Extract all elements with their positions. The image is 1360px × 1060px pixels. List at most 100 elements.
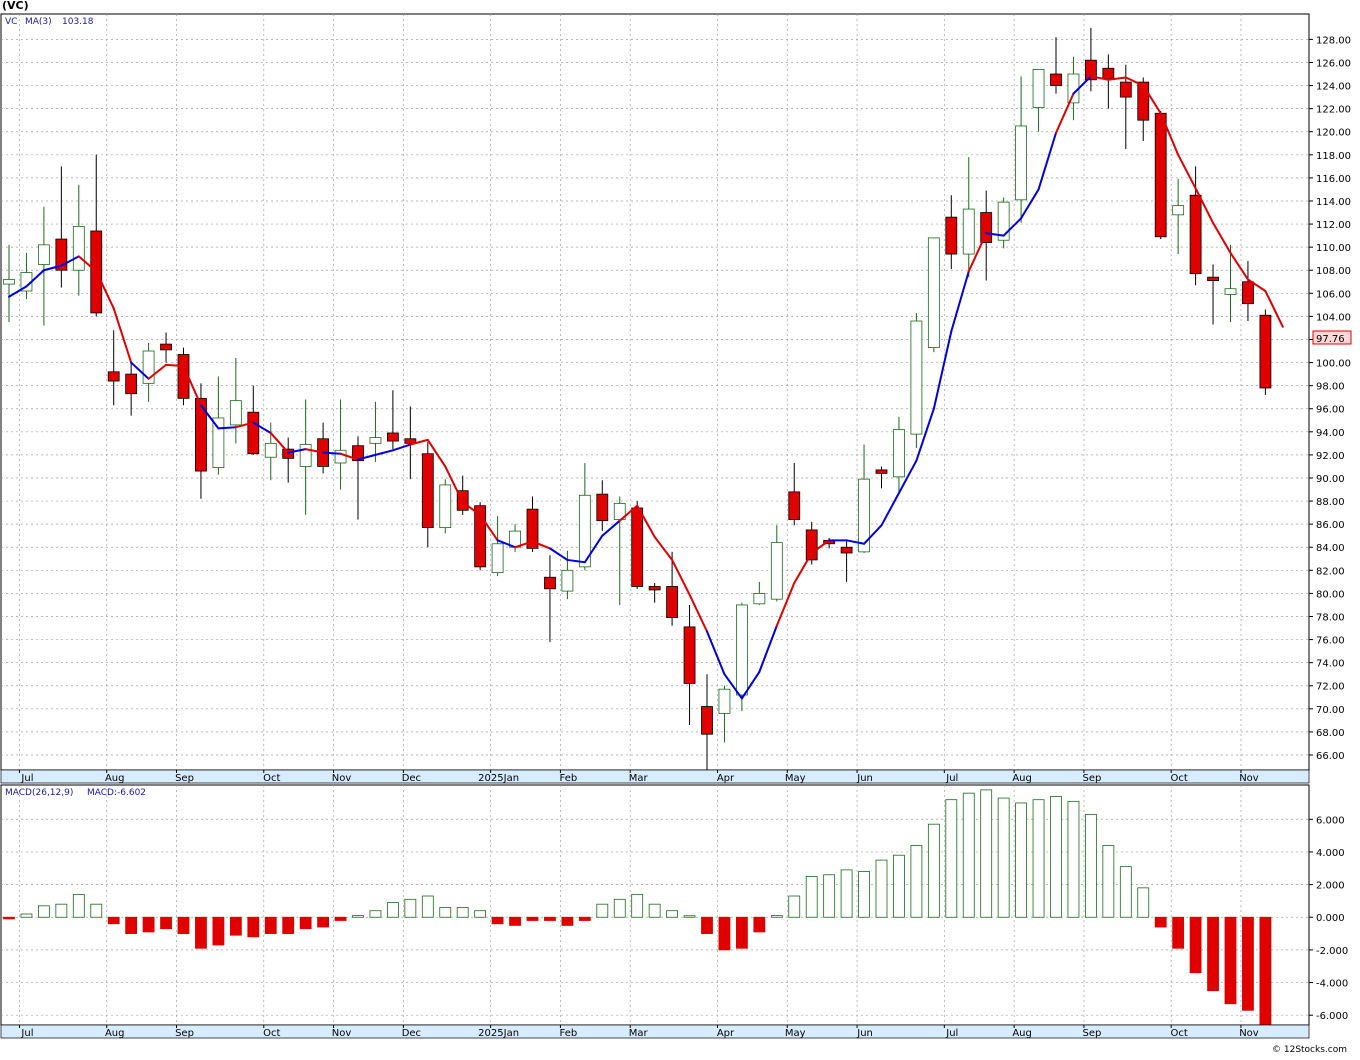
price-y-label: 106.00 (1316, 289, 1351, 300)
macd-bar-negative (491, 916, 504, 925)
price-y-label: 100.00 (1316, 359, 1351, 370)
ma3-segment (601, 519, 621, 537)
macd-bar-positive (1102, 845, 1115, 918)
candle-up (229, 400, 242, 426)
macd-bar-positive (1050, 796, 1062, 918)
ma3-segment (60, 255, 80, 267)
macd-bar-positive (910, 845, 923, 918)
candle-down (648, 586, 661, 591)
macd-bar-negative (317, 916, 330, 928)
month-label: Nov (1239, 773, 1259, 784)
candle-down (805, 529, 818, 561)
ma3-segment (723, 673, 743, 700)
price-y-label: 80.00 (1316, 589, 1345, 600)
macd-bar-negative (177, 916, 190, 934)
month-label: Aug (105, 1028, 125, 1039)
ma3-segment (1142, 84, 1162, 115)
ma3-segment (426, 438, 447, 468)
macd-bar-positive (893, 854, 905, 918)
macd-bar-positive (997, 797, 1010, 918)
month-label: Apr (717, 773, 735, 784)
last-price-tag-box (1312, 330, 1352, 345)
ma3-segment (548, 547, 569, 561)
ma3-segment (1177, 153, 1197, 190)
ma3-segment (182, 365, 202, 407)
candle-up (893, 429, 905, 478)
candle-down (1242, 281, 1254, 305)
candle-down (386, 432, 399, 442)
macd-y-label: -2.000 (1316, 946, 1348, 957)
month-label: Feb (560, 1028, 578, 1039)
price-y-label: 118.00 (1316, 151, 1351, 162)
candle-down (1050, 73, 1062, 86)
candle-up (770, 542, 783, 600)
ma-legend-value: 103.18 (62, 17, 94, 27)
macd-bar-negative (753, 916, 766, 933)
candle-down (788, 491, 801, 520)
ma3-segment (967, 232, 988, 273)
candle-down (631, 507, 644, 587)
candle-down (1154, 112, 1167, 238)
ma3-segment (793, 552, 813, 585)
ma3-segment (1072, 75, 1092, 95)
price-y-label: 94.00 (1316, 428, 1345, 439)
macd-bar-negative (212, 916, 225, 946)
ma3-segment (304, 448, 325, 454)
month-label: Dec (402, 773, 421, 784)
ma3-segment (740, 670, 761, 700)
candle-down (1119, 81, 1132, 98)
macd-bar-positive (805, 876, 818, 918)
macd-y-label: -6.000 (1316, 1011, 1348, 1022)
ma3-segment (1107, 76, 1127, 81)
macd-bar-positive (1119, 866, 1132, 918)
macd-bar-positive (404, 898, 417, 918)
month-label: Nov (1239, 1028, 1259, 1039)
macd-bar-positive (840, 869, 853, 918)
macd-bar-positive (421, 895, 434, 918)
ma3-segment (479, 513, 499, 542)
candle-up (910, 320, 923, 435)
ma3-segment (496, 539, 517, 549)
price-y-frame (0, 13, 1310, 771)
candle-up (299, 444, 312, 467)
macd-bar-negative (125, 916, 138, 934)
month-label: Jul (945, 773, 958, 784)
macd-y-label: -4.000 (1316, 979, 1348, 990)
candle-up (142, 350, 155, 384)
price-symbol-label: VC (5, 17, 17, 27)
macd-bar-negative (1242, 916, 1254, 1011)
ma3-segment (461, 501, 482, 516)
macd-y-label: 2.000 (1316, 881, 1345, 892)
candle-up (753, 593, 766, 605)
candle-down (1259, 314, 1272, 389)
chart-title: (VC) (2, 0, 29, 12)
macd-legend-label: MACD(26,12,9) (5, 788, 73, 798)
ma3-segment (444, 465, 464, 504)
candle-down (421, 453, 434, 529)
macd-bar-positive (72, 893, 85, 918)
macd-bar-positive (456, 907, 469, 918)
price-y-label: 92.00 (1316, 451, 1345, 462)
ma3-segment (374, 449, 394, 456)
candle-up (334, 449, 347, 464)
candle-up (858, 478, 870, 553)
macd-bar-positive (1067, 800, 1080, 918)
macd-bar-positive (858, 871, 870, 918)
ma3-segment (269, 431, 290, 454)
ma3-segment (25, 269, 45, 288)
month-label: Aug (105, 773, 125, 784)
ma3-segment (863, 524, 883, 545)
candle-up (439, 484, 452, 529)
macd-bar-negative (718, 916, 731, 951)
macd-bar-negative (160, 916, 172, 930)
ma3-segment (1089, 75, 1110, 81)
price-y-label: 114.00 (1316, 197, 1351, 208)
ma3-segment (1002, 217, 1023, 237)
month-label: Jun (856, 773, 873, 784)
ma3-segment (234, 421, 255, 429)
ma3-segment (217, 426, 237, 430)
ma3-segment (42, 264, 63, 272)
macd-bar-negative (578, 916, 591, 921)
month-label: Dec (402, 1028, 421, 1039)
price-y-label: 104.00 (1316, 312, 1351, 323)
